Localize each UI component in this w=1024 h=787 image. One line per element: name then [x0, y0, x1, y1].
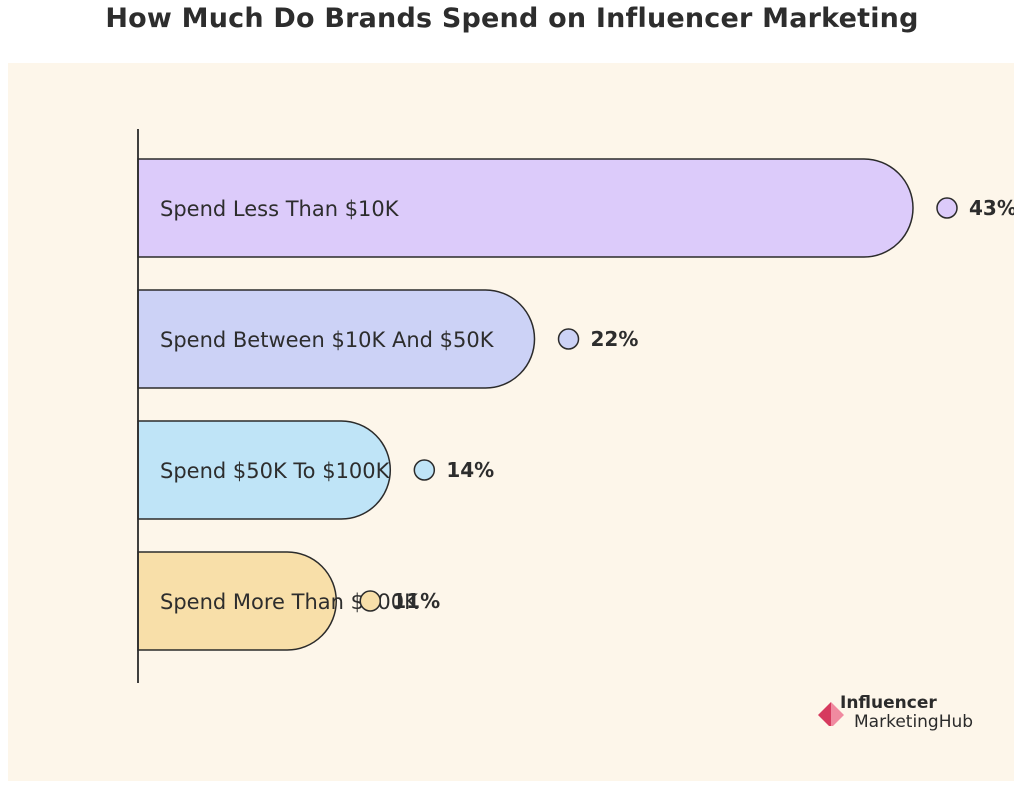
value-marker-dot	[413, 459, 436, 481]
brand-logo: Influencer MarketingHub	[818, 693, 998, 735]
bar	[137, 420, 391, 520]
brand-logo-icon	[818, 702, 844, 726]
bar	[137, 158, 914, 258]
bar	[137, 289, 536, 389]
bar-value-label: 22%	[591, 327, 639, 351]
chart-title: How Much Do Brands Spend on Influencer M…	[105, 3, 919, 34]
bar	[137, 551, 337, 651]
bar-category-label: Spend $50K To $100K	[160, 459, 391, 483]
value-marker-dot	[359, 590, 382, 612]
bar-category-label: Spend Less Than $10K	[160, 197, 400, 221]
brand-name-line2: MarketingHub	[854, 712, 974, 732]
bar-value-label: 11%	[392, 589, 440, 613]
brand-name-line1: Influencer	[840, 693, 937, 713]
bar-value-label: 14%	[446, 458, 494, 482]
value-marker-dot	[557, 328, 580, 350]
chart-panel: Spend Less Than $10K 43% Spend Between $10…	[8, 63, 1014, 781]
bar-value-label: 43%	[969, 196, 1014, 220]
bar-chart: Spend Less Than $10K 43% Spend Between $10…	[137, 129, 1014, 683]
value-marker-dot	[936, 197, 958, 219]
bar-category-label: Spend Between $10K And $50K	[160, 328, 495, 352]
